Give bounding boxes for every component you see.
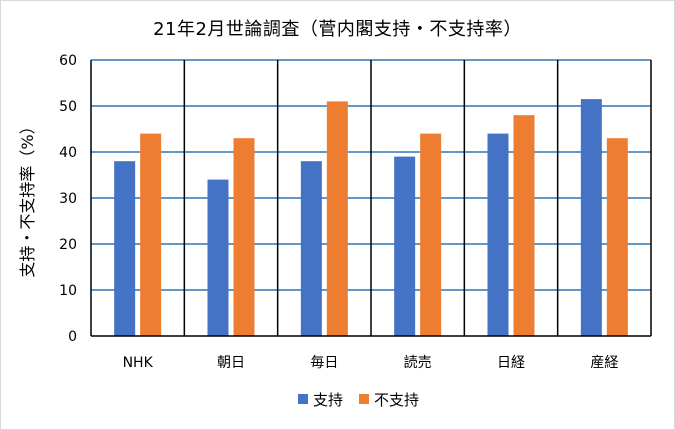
bar-nonsupport	[140, 133, 162, 336]
bars-layer	[114, 99, 628, 337]
bar-nonsupport	[606, 138, 628, 336]
legend: 支持 不支持	[298, 391, 419, 409]
x-tick-label: 朝日	[217, 355, 245, 371]
x-tick-label: 毎日	[310, 355, 338, 371]
axis-layer: 0 10 20 30 40 50 60 NHK 朝日 毎日 読売 日経 産経	[59, 53, 651, 371]
y-tick-label: 0	[68, 329, 77, 345]
bar-support	[487, 133, 509, 336]
bar-support	[207, 179, 229, 336]
legend-swatch	[359, 394, 369, 404]
y-tick-label: 30	[59, 191, 77, 207]
y-tick-label: 20	[59, 237, 77, 253]
bar-nonsupport	[233, 138, 255, 336]
y-tick-label: 50	[59, 99, 77, 115]
legend-label: 不支持	[374, 391, 419, 409]
bar-nonsupport	[420, 133, 442, 336]
bar-support	[394, 156, 416, 336]
x-tick-label: 読売	[404, 354, 432, 371]
category-dividers	[90, 60, 652, 336]
y-tick-label: 40	[59, 145, 77, 161]
y-axis-label: 支持・不支持率（%）	[18, 118, 37, 277]
legend-label: 支持	[313, 391, 343, 409]
bar-support	[114, 161, 136, 336]
x-tick-label: 産経	[590, 355, 618, 371]
y-tick-label: 10	[59, 283, 77, 299]
bar-nonsupport	[326, 101, 348, 337]
bar-support	[580, 99, 602, 336]
x-tick-label: NHK	[123, 355, 154, 371]
bar-support	[300, 161, 322, 336]
bar-nonsupport	[513, 115, 535, 336]
chart-title: 21年2月世論調査（菅内閣支持・不支持率）	[153, 19, 522, 40]
x-tick-label: 日経	[497, 355, 525, 371]
y-tick-label: 60	[59, 53, 77, 69]
legend-swatch	[298, 394, 308, 404]
